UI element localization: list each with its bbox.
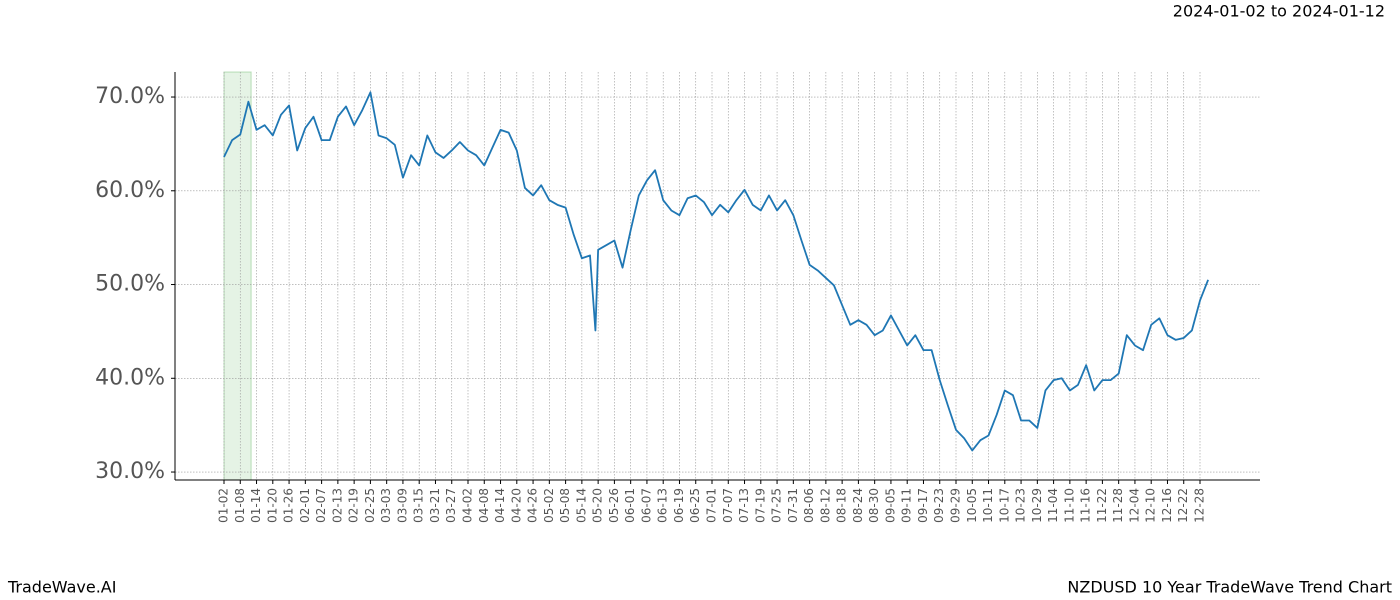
x-tick-label: 03-03 [379, 488, 393, 523]
x-tick-label: 10-11 [981, 488, 995, 523]
x-tick-label: 02-19 [347, 488, 361, 523]
date-range: 2024-01-02 to 2024-01-12 [1173, 2, 1385, 21]
x-tick-label: 08-24 [851, 488, 865, 523]
x-tick-label: 02-13 [330, 488, 344, 523]
x-tick-label: 11-10 [1062, 488, 1076, 523]
x-tick-label: 03-09 [395, 488, 409, 523]
footer-title: NZDUSD 10 Year TradeWave Trend Chart [1067, 578, 1392, 597]
x-tick-label: 10-17 [997, 488, 1011, 523]
x-tick-label: 11-22 [1095, 488, 1109, 523]
x-tick-label: 04-20 [509, 488, 523, 523]
x-tick-label: 01-26 [282, 488, 296, 523]
x-tick-label: 07-25 [770, 488, 784, 523]
y-tick-label: 70.0% [95, 84, 165, 109]
x-tick-label: 07-31 [786, 488, 800, 523]
x-tick-label: 01-02 [217, 488, 231, 523]
x-tick-label: 02-25 [363, 488, 377, 523]
x-tick-label: 01-20 [265, 488, 279, 523]
x-tick-label: 05-20 [591, 488, 605, 523]
x-tick-label: 11-16 [1079, 488, 1093, 523]
x-tick-label: 02-01 [298, 488, 312, 523]
x-tick-label: 12-10 [1144, 488, 1158, 523]
x-tick-label: 10-05 [965, 488, 979, 523]
x-tick-label: 04-14 [493, 488, 507, 523]
x-tick-label: 01-08 [233, 488, 247, 523]
x-tick-label: 11-28 [1111, 488, 1125, 523]
x-tick-label: 03-27 [444, 488, 458, 523]
highlight-band [223, 71, 252, 481]
x-tick-label: 09-11 [900, 488, 914, 523]
x-tick-label: 08-18 [835, 488, 849, 523]
x-tick-label: 05-08 [558, 488, 572, 523]
x-tick-label: 07-01 [705, 488, 719, 523]
x-tick-label: 08-12 [818, 488, 832, 523]
x-tick-label: 06-25 [688, 488, 702, 523]
x-tick-label: 12-28 [1193, 488, 1207, 523]
x-tick-label: 09-17 [916, 488, 930, 523]
x-tick-label: 09-05 [883, 488, 897, 523]
x-tick-label: 12-22 [1176, 488, 1190, 523]
x-tick-label: 09-29 [949, 488, 963, 523]
x-tick-label: 08-06 [802, 488, 816, 523]
x-tick-label: 07-13 [737, 488, 751, 523]
x-tick-label: 07-07 [721, 488, 735, 523]
x-tick-label: 08-30 [867, 488, 881, 523]
x-tick-label: 04-02 [461, 488, 475, 523]
x-tick-label: 01-14 [249, 488, 263, 523]
x-tick-label: 06-01 [623, 488, 637, 523]
x-tick-label: 05-26 [607, 488, 621, 523]
y-tick-label: 60.0% [95, 178, 165, 203]
footer-brand: TradeWave.AI [7, 578, 116, 597]
x-tick-label: 12-04 [1127, 488, 1141, 523]
x-tick-label: 05-14 [574, 488, 588, 523]
x-tick-label: 06-19 [672, 488, 686, 523]
x-tick-label: 12-16 [1160, 488, 1174, 523]
y-tick-label: 30.0% [95, 459, 165, 484]
x-tick-label: 04-08 [477, 488, 491, 523]
y-tick-label: 50.0% [95, 272, 165, 297]
x-tick-label: 10-23 [1014, 488, 1028, 523]
x-tick-label: 03-15 [412, 488, 426, 523]
x-tick-label: 02-07 [314, 488, 328, 523]
x-tick-label: 05-02 [542, 488, 556, 523]
x-tick-label: 06-07 [639, 488, 653, 523]
x-tick-label: 03-21 [428, 488, 442, 523]
x-tick-label: 04-26 [526, 488, 540, 523]
x-tick-label: 07-19 [753, 488, 767, 523]
y-tick-label: 40.0% [95, 365, 165, 390]
x-tick-label: 06-13 [656, 488, 670, 523]
line-series [223, 91, 1209, 452]
x-tick-label: 10-29 [1030, 488, 1044, 523]
x-tick-label: 11-04 [1046, 488, 1060, 523]
x-tick-label: 09-23 [932, 488, 946, 523]
